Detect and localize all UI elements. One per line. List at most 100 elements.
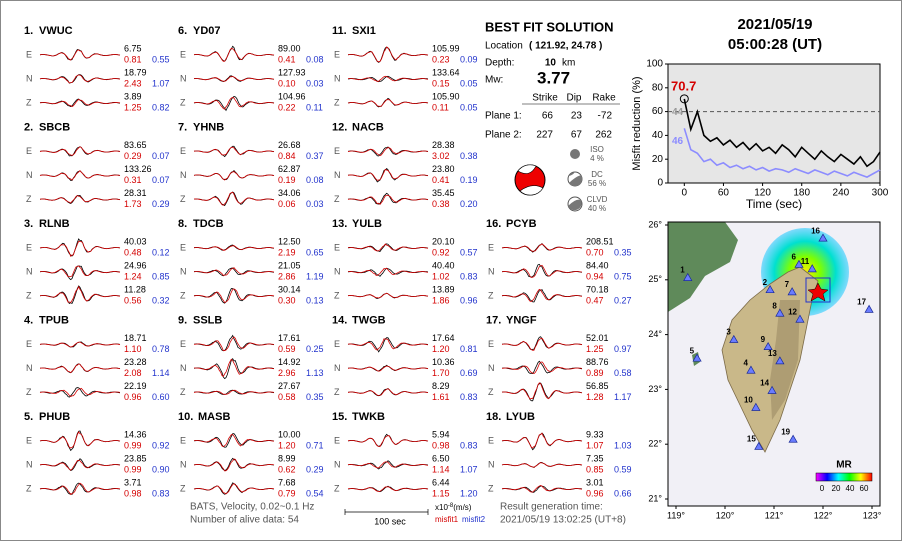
waveform-synthetic xyxy=(193,245,275,251)
y-tick-label: 20 xyxy=(652,154,664,165)
station-marker xyxy=(763,341,773,351)
misfit2: 0.55 xyxy=(152,54,170,64)
amplitude: 62.87 xyxy=(278,164,301,174)
clvd-ball xyxy=(567,196,583,212)
misfit2: 0.78 xyxy=(152,344,170,354)
amplitude: 27.67 xyxy=(278,381,301,391)
waveform-synthetic xyxy=(347,243,429,252)
misfit1: 0.98 xyxy=(124,488,142,498)
station-marker xyxy=(788,434,798,443)
amplitude: 18.79 xyxy=(124,67,147,77)
misfit2: 0.07 xyxy=(152,151,170,161)
map xyxy=(668,222,880,506)
component: N xyxy=(26,170,33,180)
component: Z xyxy=(334,97,340,107)
waveform-synthetic xyxy=(39,431,121,449)
station-label: 8 xyxy=(772,301,777,310)
misfit1: 0.38 xyxy=(432,199,450,209)
misfit2: 0.35 xyxy=(614,247,632,257)
misfit1: 0.96 xyxy=(124,392,142,402)
station-marker xyxy=(795,314,805,323)
series-line xyxy=(683,128,881,178)
misfit2: 0.58 xyxy=(614,368,632,378)
station-marker xyxy=(775,308,785,317)
station-label: 14 xyxy=(760,379,769,388)
station-name: SXI1 xyxy=(352,25,376,37)
waveform-synthetic xyxy=(193,171,275,181)
waveform-synthetic xyxy=(39,195,121,204)
map-x-label: 121° xyxy=(765,510,784,520)
map-y-label: 26° xyxy=(648,219,662,229)
annotation: 70.7 xyxy=(671,78,696,93)
misfit1: 1.28 xyxy=(586,392,604,402)
component: N xyxy=(26,73,33,83)
misfit2: 0.69 xyxy=(460,368,478,378)
dc-ball xyxy=(567,171,583,187)
station-label: 16 xyxy=(811,226,820,235)
station-number: 13. xyxy=(332,218,347,230)
x-tick-label: 240 xyxy=(833,188,850,199)
station-number: 9. xyxy=(178,314,187,326)
misfit2: 0.09 xyxy=(460,54,478,64)
component: E xyxy=(180,435,186,445)
misfit2: 0.13 xyxy=(306,295,324,305)
component: N xyxy=(180,363,187,373)
misfit2: 1.07 xyxy=(460,464,478,474)
misfit1: 1.10 xyxy=(124,344,142,354)
component: Z xyxy=(334,194,340,204)
epicenter-box xyxy=(805,277,831,303)
amplitude: 23.80 xyxy=(432,164,455,174)
station-name: TWGB xyxy=(352,314,386,326)
station-label: 2 xyxy=(763,278,768,287)
station-label: 17 xyxy=(857,298,866,307)
waveform-synthetic xyxy=(347,338,429,351)
y-tick-label: 80 xyxy=(652,82,664,93)
misfit2: 0.83 xyxy=(152,488,170,498)
misfit1: 0.94 xyxy=(586,271,604,281)
dc-percent: 56 % xyxy=(588,179,606,188)
component: N xyxy=(180,170,187,180)
solution-title: BEST FIT SOLUTION xyxy=(485,19,614,34)
amplitude: 89.00 xyxy=(278,43,301,53)
column-header: Strike xyxy=(532,93,558,104)
iso-percent: 4 % xyxy=(590,154,604,163)
amplitude: 14.36 xyxy=(124,429,147,439)
station-name: PHUB xyxy=(39,411,70,423)
waveform-synthetic xyxy=(347,461,429,469)
misfit1: 1.15 xyxy=(432,488,450,498)
station-name: TDCB xyxy=(193,218,224,230)
misfit1: 0.56 xyxy=(124,295,142,305)
station-label: 7 xyxy=(785,280,790,289)
component: E xyxy=(26,49,32,59)
component: N xyxy=(334,170,341,180)
misfit1: 0.99 xyxy=(124,440,142,450)
misfit1: 1.07 xyxy=(586,440,604,450)
location: ( 121.92, 24.78 ) xyxy=(529,41,602,52)
map-x-label: 120° xyxy=(716,510,735,520)
amplitude: 35.45 xyxy=(432,188,455,198)
amplitude: 22.19 xyxy=(124,381,147,391)
component: Z xyxy=(488,387,494,397)
station-marker xyxy=(864,304,874,313)
misfit2: 0.32 xyxy=(152,295,170,305)
misfit1: 0.10 xyxy=(278,78,296,88)
station-marker xyxy=(775,356,785,365)
colorbar-tick: 40 xyxy=(846,484,855,493)
station-name: YD07 xyxy=(193,25,221,37)
component: Z xyxy=(180,483,186,493)
station-number: 7. xyxy=(178,121,187,133)
waveform-synthetic xyxy=(193,336,275,352)
unit-base: x10 xyxy=(435,503,448,512)
station-label: 4 xyxy=(744,358,749,367)
misfit2: 1.13 xyxy=(306,368,324,378)
component: E xyxy=(180,49,186,59)
waveform-synthetic xyxy=(501,382,583,400)
column-header: Dip xyxy=(566,93,581,104)
misfit2: 0.11 xyxy=(306,102,323,112)
plane-value: 66 xyxy=(542,111,554,122)
misfit1: 0.22 xyxy=(278,102,296,112)
station-label: 11 xyxy=(801,257,810,266)
location-label: Location xyxy=(485,41,523,52)
x-tick-label: 180 xyxy=(793,188,810,199)
